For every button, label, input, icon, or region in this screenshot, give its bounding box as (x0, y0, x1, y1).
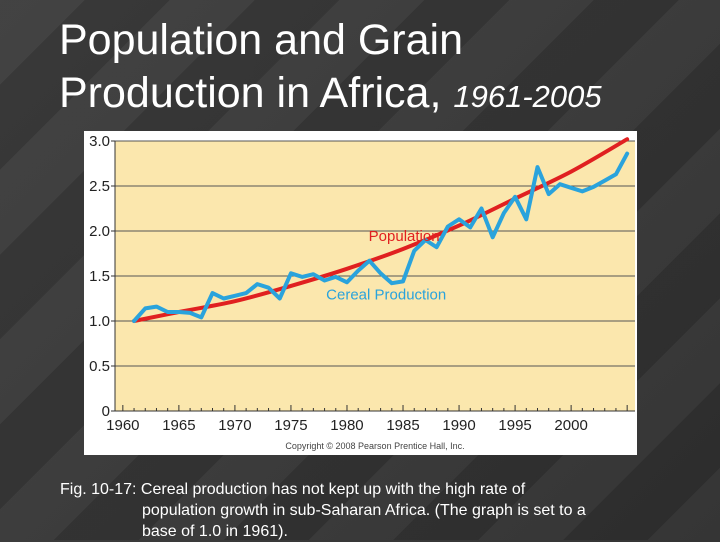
y-tick-label: 0 (102, 403, 110, 420)
cereal-production-series-line (132, 151, 630, 323)
y-tick-label: 0.5 (89, 358, 110, 375)
x-tick-label: 1980 (330, 417, 363, 434)
title-line-2-text: Production in Africa, (59, 69, 442, 117)
slide-title: Population and Grain Production in Afric… (59, 14, 709, 123)
caption-line-2: population growth in sub-Saharan Africa.… (142, 502, 586, 519)
x-tick-label: 2000 (554, 417, 587, 434)
figure-caption: Fig. 10-17: Cereal production has not ke… (60, 479, 700, 542)
y-tick-label: 2.0 (89, 223, 110, 240)
caption-line-1: Fig. 10-17: Cereal production has not ke… (60, 481, 526, 498)
series-layer (132, 137, 630, 323)
population-label: Population (369, 228, 440, 245)
x-tick-label: 1970 (218, 417, 251, 434)
grid-layer (111, 140, 635, 412)
chart-panel: 0 0.5 1.0 1.5 2.0 2.5 3.0 1960 1965 1970 1975 1980 1… (84, 131, 637, 455)
y-tick-label: 3.0 (89, 133, 110, 150)
x-tick-label: 1995 (498, 417, 531, 434)
title-line-1: Population and Grain (59, 16, 464, 64)
x-tick-label: 1960 (106, 417, 139, 434)
cereal-production-label: Cereal Production (326, 286, 446, 303)
x-tick-label: 1975 (274, 417, 307, 434)
x-tick-label: 1965 (162, 417, 195, 434)
copyright-text: Copyright © 2008 Pearson Prentice Hall, … (285, 441, 464, 451)
caption-line-3: base of 1.0 in 1961). (142, 523, 288, 540)
y-tick-label: 1.0 (89, 313, 110, 330)
title-years: 1961-2005 (453, 79, 602, 114)
x-tick-label: 1985 (386, 417, 419, 434)
x-tick-label: 1990 (442, 417, 475, 434)
y-tick-label: 1.5 (89, 268, 110, 285)
y-tick-label: 2.5 (89, 178, 110, 195)
label-layer: 0 0.5 1.0 1.5 2.0 2.5 3.0 1960 1965 1970 1975 1980 1… (89, 133, 588, 451)
title-line-2: Production in Africa, 1961-2005 (59, 67, 709, 123)
